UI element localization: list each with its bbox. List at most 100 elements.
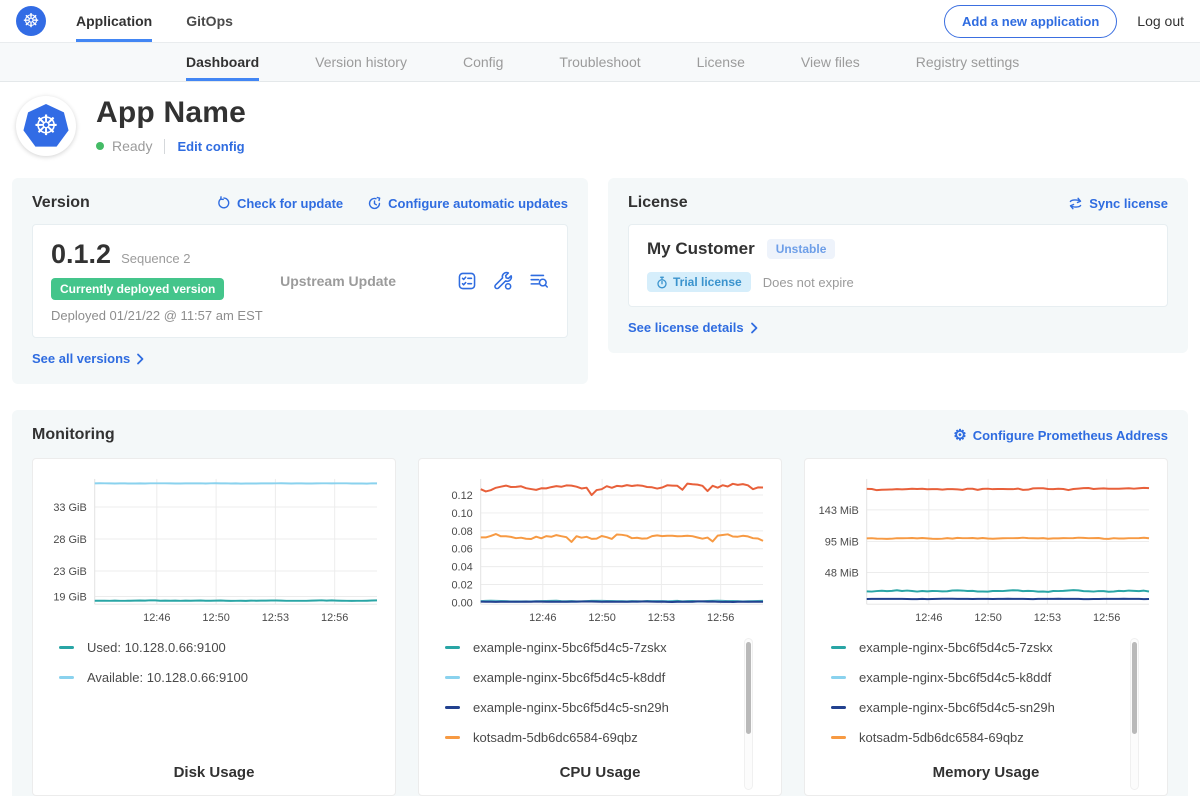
tab-registry-settings[interactable]: Registry settings <box>916 43 1019 81</box>
legend-label: Available: 10.128.0.66:9100 <box>87 670 248 685</box>
topnav-tabs: Application GitOps <box>76 0 233 42</box>
see-all-versions-label: See all versions <box>32 351 130 366</box>
legend-label: example-nginx-5bc6f5d4c5-7zskx <box>473 640 667 655</box>
legend-item[interactable]: Used: 10.128.0.66:9100 <box>59 640 383 655</box>
legend-label: example-nginx-5bc6f5d4c5-sn29h <box>473 700 669 715</box>
svg-text:12:50: 12:50 <box>202 612 229 624</box>
svg-text:48 MiB: 48 MiB <box>825 568 859 580</box>
configure-automatic-updates-label: Configure automatic updates <box>388 196 568 211</box>
monitoring-header: Monitoring ⚙ Configure Prometheus Addres… <box>32 426 1168 444</box>
app-avatar: ☸ <box>16 96 76 156</box>
chart-title: Disk Usage <box>45 764 383 781</box>
charts-row: 33 GiB28 GiB23 GiB19 GiB12:4612:5012:531… <box>32 458 1168 796</box>
svg-text:0.10: 0.10 <box>451 508 472 520</box>
legend-item[interactable]: example-nginx-5bc6f5d4c5-sn29h <box>445 700 769 715</box>
scrollbar-thumb[interactable] <box>1132 642 1137 734</box>
tab-troubleshoot[interactable]: Troubleshoot <box>559 43 640 81</box>
usage-chart: 0.120.100.080.060.040.020.0012:4612:5012… <box>431 469 769 628</box>
configure-prometheus-label: Configure Prometheus Address <box>973 428 1168 443</box>
tab-license[interactable]: License <box>697 43 745 81</box>
nav-tab-application-label: Application <box>76 13 152 29</box>
see-all-versions-link[interactable]: See all versions <box>32 351 144 366</box>
svg-text:12:46: 12:46 <box>529 612 556 624</box>
tab-view-files-label: View files <box>801 54 860 70</box>
legend-item[interactable]: example-nginx-5bc6f5d4c5-7zskx <box>831 640 1155 655</box>
tab-troubleshoot-label: Troubleshoot <box>559 54 640 70</box>
version-header-links: Check for update Configure automatic upd… <box>217 196 568 211</box>
divider <box>164 139 165 154</box>
configure-prometheus-link[interactable]: ⚙ Configure Prometheus Address <box>953 428 1168 443</box>
sync-license-label: Sync license <box>1089 196 1168 211</box>
legend-swatch <box>59 646 74 649</box>
legend-swatch <box>59 676 74 679</box>
deploy-logs-icon[interactable] <box>529 271 549 291</box>
svg-text:0.06: 0.06 <box>451 544 472 556</box>
svg-text:0.08: 0.08 <box>451 526 472 538</box>
scrollbar-thumb[interactable] <box>746 642 751 734</box>
logout-link[interactable]: Log out <box>1137 13 1184 29</box>
edit-config-link[interactable]: Edit config <box>177 139 244 154</box>
sync-license-link[interactable]: Sync license <box>1068 196 1168 211</box>
topnav-right: Add a new application Log out <box>944 0 1184 42</box>
version-card-header: Version Check for update Configure autom… <box>32 194 568 212</box>
legend-scrollbar[interactable] <box>1130 638 1139 790</box>
add-application-button[interactable]: Add a new application <box>944 5 1117 38</box>
nav-tab-application[interactable]: Application <box>76 0 152 42</box>
svg-text:0.00: 0.00 <box>451 597 472 609</box>
app-header: ☸ App Name Ready Edit config <box>0 82 1200 172</box>
legend-swatch <box>831 676 846 679</box>
app-status-row: Ready Edit config <box>96 138 246 154</box>
refresh-icon <box>217 196 231 210</box>
svg-text:23 GiB: 23 GiB <box>53 566 86 578</box>
tab-dashboard[interactable]: Dashboard <box>186 43 259 81</box>
tab-license-label: License <box>697 54 745 70</box>
version-card-footer: See all versions <box>32 350 568 368</box>
legend-label: example-nginx-5bc6f5d4c5-k8ddf <box>859 670 1051 685</box>
kubernetes-logo[interactable]: ☸ <box>16 6 46 36</box>
check-for-update-link[interactable]: Check for update <box>217 196 343 211</box>
tab-view-files[interactable]: View files <box>801 43 860 81</box>
deployed-badge: Currently deployed version <box>51 278 224 300</box>
version-actions <box>457 271 549 291</box>
status-text: Ready <box>112 138 152 154</box>
usage-chart: 33 GiB28 GiB23 GiB19 GiB12:4612:5012:531… <box>45 469 383 628</box>
legend-swatch <box>445 676 460 679</box>
legend-item[interactable]: kotsadm-5db6dc6584-69qbz <box>831 730 1155 745</box>
chevron-right-icon <box>750 322 758 334</box>
legend-item[interactable]: kotsadm-5db6dc6584-69qbz <box>445 730 769 745</box>
svg-text:19 GiB: 19 GiB <box>53 591 86 603</box>
current-version-block: 0.1.2 Sequence 2 Currently deployed vers… <box>32 224 568 338</box>
legend-item[interactable]: example-nginx-5bc6f5d4c5-sn29h <box>831 700 1155 715</box>
chart-card: 33 GiB28 GiB23 GiB19 GiB12:4612:5012:531… <box>32 458 396 796</box>
svg-text:28 GiB: 28 GiB <box>53 534 86 546</box>
edit-config-wrench-icon[interactable] <box>493 271 513 291</box>
license-info-block: My Customer Unstable Trial license Does … <box>628 224 1168 307</box>
monitoring-title: Monitoring <box>32 426 115 444</box>
tab-version-history[interactable]: Version history <box>315 43 407 81</box>
legend-item[interactable]: example-nginx-5bc6f5d4c5-7zskx <box>445 640 769 655</box>
svg-text:12:53: 12:53 <box>262 612 289 624</box>
preflight-checks-icon[interactable] <box>457 271 477 291</box>
legend-scrollbar[interactable] <box>744 638 753 790</box>
legend-swatch <box>445 706 460 709</box>
see-license-details-link[interactable]: See license details <box>628 320 758 335</box>
customer-name: My Customer <box>647 239 755 259</box>
legend-swatch <box>831 736 846 739</box>
legend-item[interactable]: Available: 10.128.0.66:9100 <box>59 670 383 685</box>
usage-chart: 143 MiB95 MiB48 MiB12:4612:5012:5312:56 <box>817 469 1155 628</box>
svg-text:0.12: 0.12 <box>451 490 472 502</box>
gear-icon: ⚙ <box>953 428 966 443</box>
chart-card: 143 MiB95 MiB48 MiB12:4612:5012:5312:56 … <box>804 458 1168 796</box>
legend-item[interactable]: example-nginx-5bc6f5d4c5-k8ddf <box>445 670 769 685</box>
tab-config[interactable]: Config <box>463 43 503 81</box>
nav-tab-gitops[interactable]: GitOps <box>186 0 233 42</box>
page-title: App Name <box>96 96 246 130</box>
configure-automatic-updates-link[interactable]: Configure automatic updates <box>367 196 568 211</box>
tab-version-history-label: Version history <box>315 54 407 70</box>
legend-swatch <box>445 736 460 739</box>
license-type-label: Trial license <box>673 275 742 289</box>
svg-text:12:53: 12:53 <box>1034 612 1061 624</box>
status-dot <box>96 142 104 150</box>
legend-item[interactable]: example-nginx-5bc6f5d4c5-k8ddf <box>831 670 1155 685</box>
chart-legend: Used: 10.128.0.66:9100 Available: 10.128.… <box>45 640 383 764</box>
